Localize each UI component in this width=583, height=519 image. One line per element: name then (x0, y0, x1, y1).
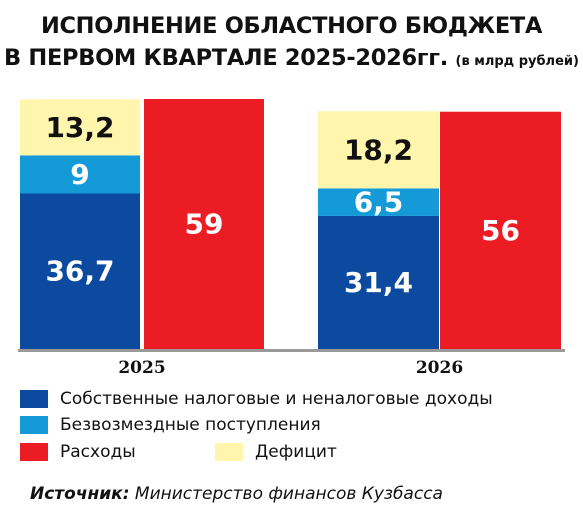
bar-expenses-2025 (144, 99, 264, 349)
data-label-expenses-2026: 56 (481, 214, 520, 247)
source-label: Источник: (30, 484, 130, 504)
x-tick-label-2026: 2026 (416, 358, 463, 378)
chart-title-text: В ПЕРВОМ КВАРТАЛЕ 2025-2026гг. (4, 45, 448, 71)
legend-swatch-deficit (215, 443, 243, 461)
x-axis-line (18, 349, 565, 352)
data-label-grants-2026: 6,5 (354, 186, 404, 219)
chart-title-line1: ИСПОЛНЕНИЕ ОБЛАСТНОГО БЮДЖЕТА (40, 13, 543, 39)
data-label-grants-2025: 9 (70, 158, 89, 191)
bar-own-revenue-2025 (20, 193, 140, 349)
legend-item-deficit: Дефицит (215, 441, 337, 463)
bar-grants-2025 (20, 155, 140, 194)
chart-units-note: (в млрд рублей) (455, 54, 579, 69)
bar-deficit-2025 (20, 99, 140, 156)
bar-chart: 36,7 9 13,2 59 2025 31,4 6,5 18,2 56 2026 (18, 99, 565, 378)
source-note: Источник: Министерство финансов Кузбасса (30, 484, 443, 504)
bar-deficit-2026 (318, 111, 439, 189)
legend-item-own-revenue: Собственные налоговые и неналоговые дохо… (20, 388, 493, 410)
bar-grants-2026 (318, 188, 439, 216)
chart-title-line2: В ПЕРВОМ КВАРТАЛЕ 2025-2026гг. (в млрд р… (0, 44, 583, 76)
legend-label-expenses: Расходы (60, 442, 136, 462)
source-text: Министерство финансов Кузбасса (129, 484, 443, 504)
data-label-own-revenue-2025: 36,7 (45, 255, 114, 288)
legend-item-grants: Безвозмездные поступления (20, 414, 321, 436)
legend-label-deficit: Дефицит (255, 442, 337, 462)
legend-item-expenses: Расходы (20, 441, 136, 463)
legend-swatch-own-revenue (20, 390, 48, 408)
legend-swatch-expenses (20, 443, 48, 461)
x-tick-label-2025: 2025 (118, 358, 165, 378)
legend-label-own-revenue: Собственные налоговые и неналоговые дохо… (60, 389, 493, 409)
bar-expenses-2026 (440, 111, 561, 350)
data-label-expenses-2025: 59 (185, 208, 224, 241)
legend-swatch-grants (20, 416, 48, 434)
data-label-deficit-2025: 13,2 (45, 111, 114, 144)
bar-own-revenue-2026 (318, 215, 439, 349)
data-label-own-revenue-2026: 31,4 (344, 266, 413, 299)
data-label-deficit-2026: 18,2 (344, 133, 413, 166)
legend-label-grants: Безвозмездные поступления (60, 415, 321, 435)
